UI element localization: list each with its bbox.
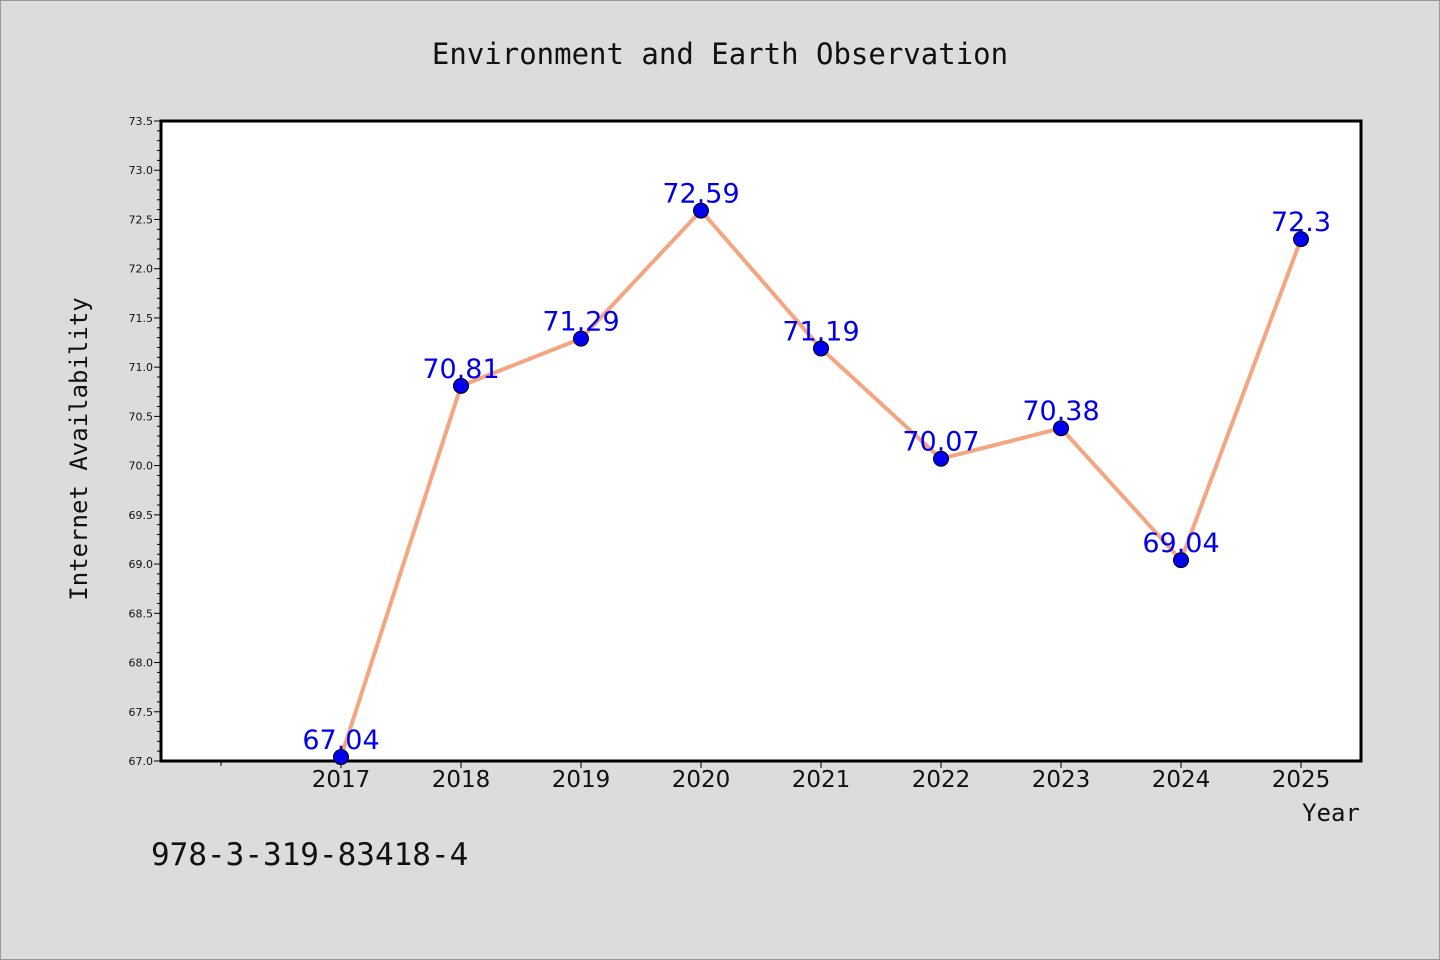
x-axis: 2017 2018 2019 2020 2021 2022 2023 2024 2025 xyxy=(220,761,1331,793)
y-axis-label: Internet Availability xyxy=(65,297,93,600)
x-tick-label: 2022 xyxy=(912,767,971,793)
y-tick-label: 68.0 xyxy=(129,657,154,670)
chart-title: Environment and Earth Observation xyxy=(432,37,1008,71)
x-axis-label: Year xyxy=(1302,799,1360,827)
data-label-2022: 70.07 xyxy=(902,427,979,458)
y-tick-label: 73.0 xyxy=(129,164,154,177)
x-tick-label: 2017 xyxy=(312,767,371,793)
x-tick-label: 2018 xyxy=(432,767,491,793)
data-label-2017: 67.04 xyxy=(302,725,379,756)
data-point-2019 xyxy=(573,330,589,347)
data-point-2018 xyxy=(453,377,469,394)
data-label-2025: 72.3 xyxy=(1271,207,1331,238)
y-tick-label: 69.0 xyxy=(129,558,154,571)
y-tick-label: 68.5 xyxy=(129,607,154,620)
x-tick-label: 2020 xyxy=(672,767,731,793)
y-tick-label: 72.5 xyxy=(129,213,154,226)
x-tick-label: 2023 xyxy=(1032,767,1091,793)
y-tick-label: 70.5 xyxy=(129,410,154,423)
data-label-2023: 70.38 xyxy=(1022,396,1099,427)
x-tick-label: 2021 xyxy=(792,767,851,793)
y-tick-label: 73.5 xyxy=(129,115,154,128)
x-tick-label: 2024 xyxy=(1152,767,1211,793)
data-point-2024 xyxy=(1173,552,1189,569)
data-label-2018: 70.81 xyxy=(422,354,499,385)
data-point-2025 xyxy=(1293,231,1309,248)
y-tick-label: 67.5 xyxy=(129,706,154,719)
y-tick-label: 69.5 xyxy=(129,509,154,522)
data-label-2024: 69.04 xyxy=(1142,528,1219,559)
y-tick-label: 72.0 xyxy=(129,263,154,276)
data-label-2021: 71.19 xyxy=(782,316,859,347)
y-axis: 67.0 67.5 68.0 68.5 69.0 69.5 70.0 70.5 71.0 71.5… xyxy=(129,115,161,768)
x-tick-label: 2019 xyxy=(552,767,611,793)
series-layer: 67.04 70.81 71.29 72.59 71.19 70.07 70.38 69.04… xyxy=(302,179,1331,766)
data-label-2019: 71.29 xyxy=(542,307,619,338)
data-label-2020: 72.59 xyxy=(662,179,739,210)
y-tick-label: 71.5 xyxy=(129,312,154,325)
y-tick-label: 71.0 xyxy=(129,361,154,374)
y-tick-label: 67.0 xyxy=(129,755,154,768)
x-tick-label: 2025 xyxy=(1272,767,1331,793)
data-point-2017 xyxy=(333,749,349,766)
data-point-2023 xyxy=(1053,420,1069,437)
data-point-2022 xyxy=(933,450,949,467)
y-tick-label: 70.0 xyxy=(129,460,154,473)
data-point-2021 xyxy=(813,340,829,357)
data-point-2020 xyxy=(693,202,709,219)
identifier-text: 978-3-319-83418-4 xyxy=(151,837,468,873)
plot-area xyxy=(159,119,1363,763)
